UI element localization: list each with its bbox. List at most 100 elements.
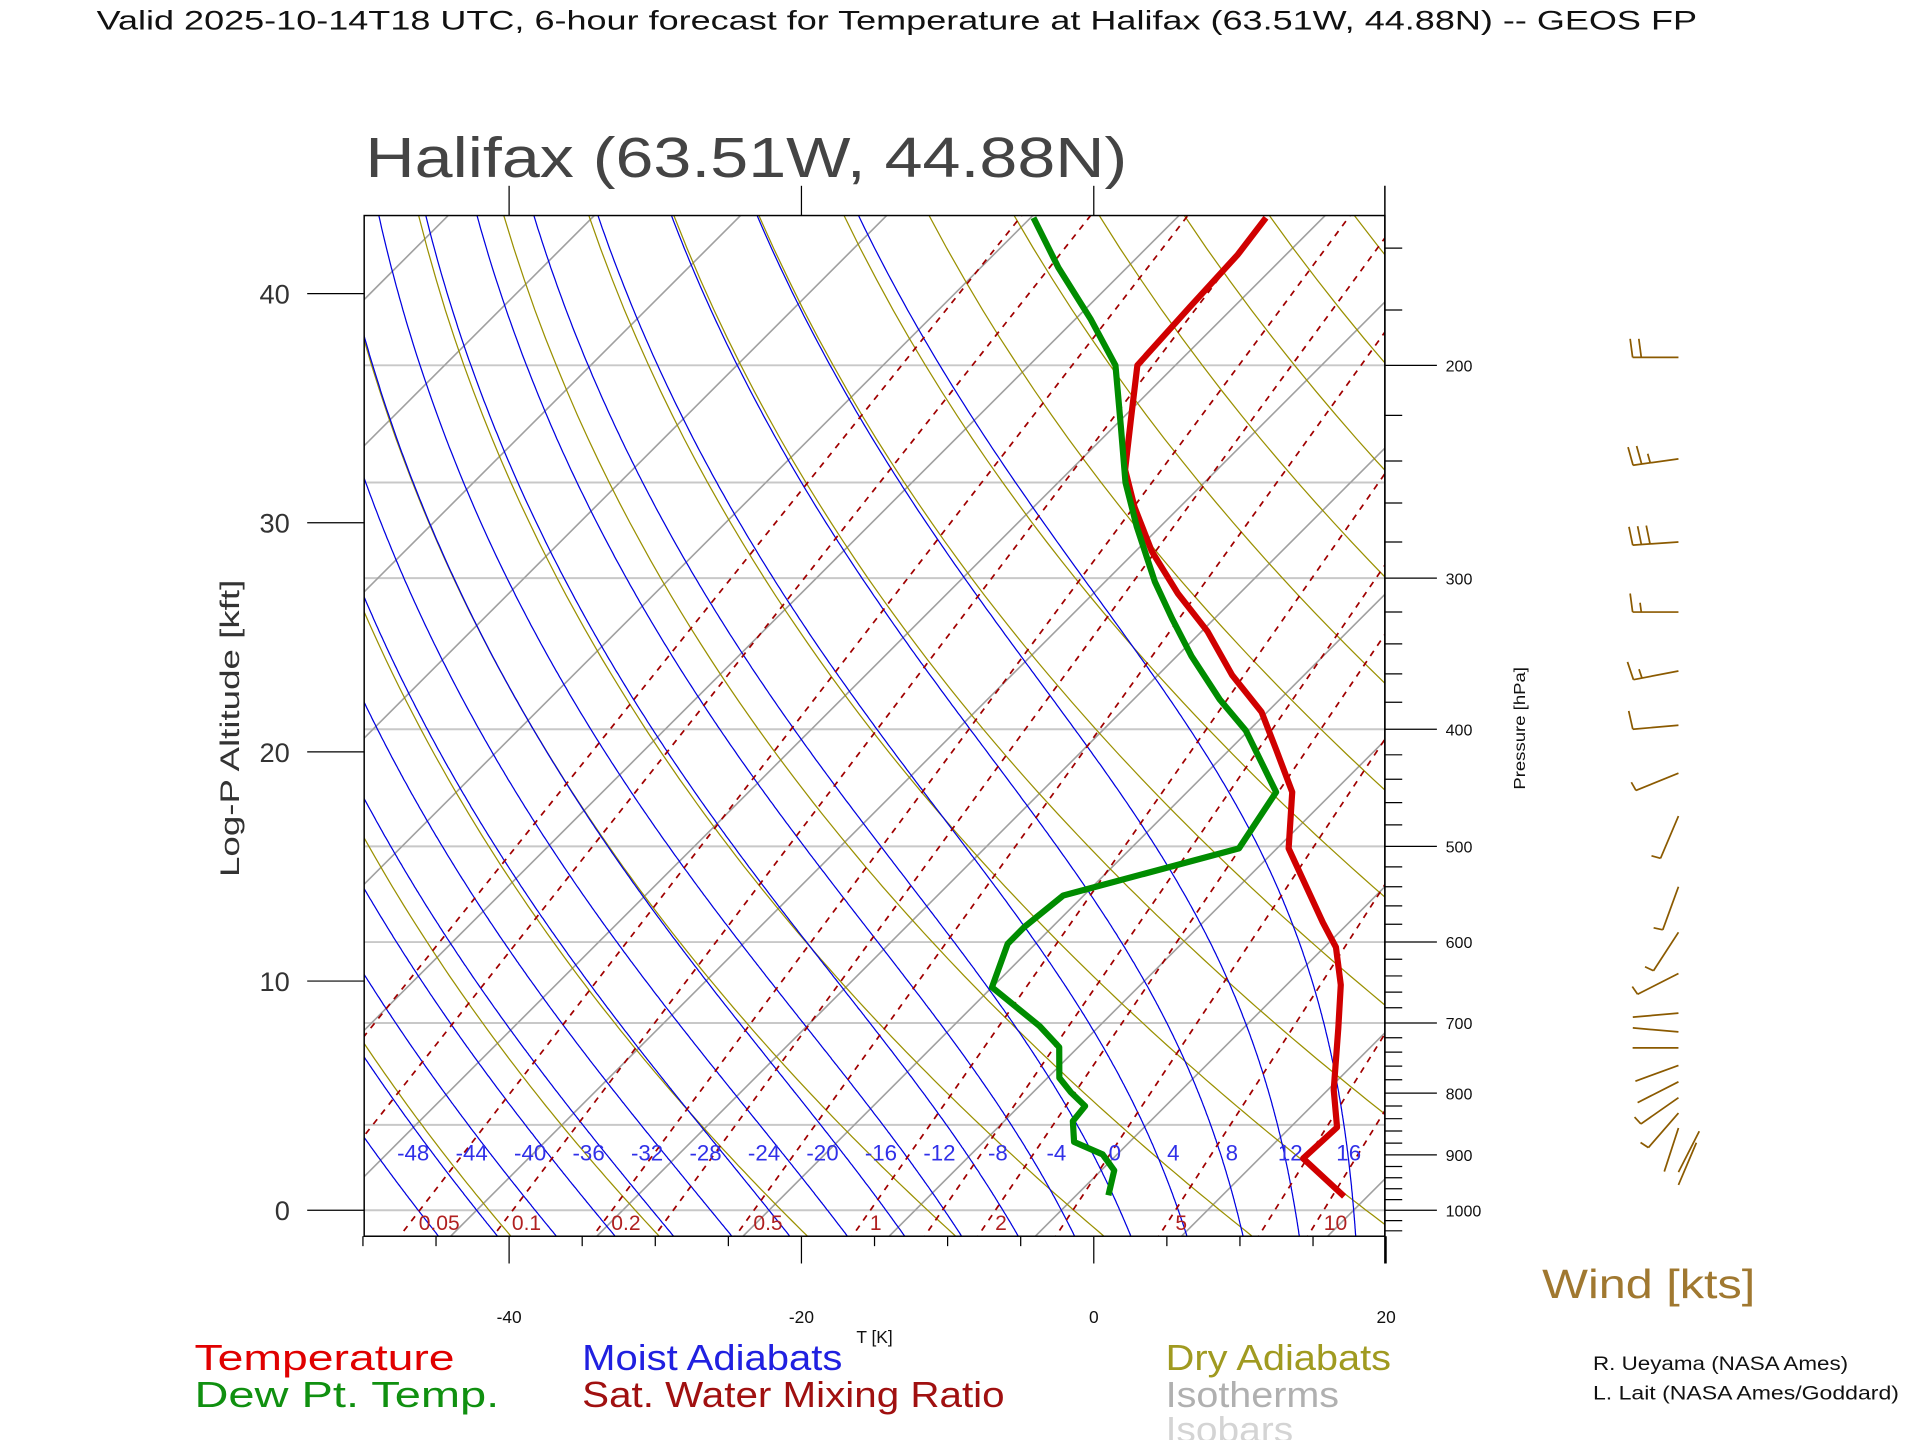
isotherm-line bbox=[364, 215, 1181, 1032]
wind-barb-flag bbox=[1626, 661, 1635, 680]
y-left-tick-label: 0 bbox=[275, 1195, 290, 1226]
wind-barb-staff bbox=[1661, 886, 1680, 931]
wind-barbs bbox=[1626, 338, 1701, 1186]
y-left-tick-label: 10 bbox=[260, 966, 290, 997]
y-axis-right-label: Pressure [hPa] bbox=[1511, 667, 1529, 790]
isotherm-line bbox=[364, 215, 1034, 886]
wind-barb-staff bbox=[1640, 1096, 1679, 1125]
moist-adiabat-label: -8 bbox=[988, 1141, 1008, 1166]
moist-adiabat-line bbox=[476, 215, 1076, 1237]
dry-adiabat-line bbox=[1827, 178, 1920, 1241]
wind-barb-flag bbox=[1629, 338, 1634, 358]
moist-adiabat-label: -4 bbox=[1046, 1141, 1066, 1166]
moist-adiabat-label: -28 bbox=[689, 1141, 721, 1166]
dry-adiabat-line bbox=[1098, 215, 1385, 578]
page-title: Valid 2025-10-14T18 UTC, 6-hour forecast… bbox=[97, 5, 1697, 36]
moist-adiabat-label: -24 bbox=[748, 1141, 780, 1166]
wind-barb bbox=[1640, 1112, 1680, 1149]
wind-barb-staff bbox=[1635, 1064, 1679, 1082]
wind-barb bbox=[1677, 1142, 1698, 1186]
moist-adiabat-label: 8 bbox=[1226, 1141, 1238, 1166]
mixing-ratio-line bbox=[1397, 178, 1920, 1241]
wind-barb-flag bbox=[1645, 525, 1651, 545]
chart-title: Halifax (63.51W, 44.88N) bbox=[365, 126, 1127, 190]
wind-barb-half-flag bbox=[1638, 668, 1643, 679]
wind-barb-flag bbox=[1628, 526, 1634, 546]
x-tick-label: -40 bbox=[497, 1307, 522, 1327]
moist-adiabat-line bbox=[425, 215, 1019, 1237]
moist-adiabat-line bbox=[670, 215, 1244, 1237]
mixing-ratio-line bbox=[1054, 737, 1385, 1237]
wind-barb bbox=[1628, 525, 1679, 547]
isotherm-line bbox=[364, 215, 596, 447]
dry-adiabat-line bbox=[588, 215, 1385, 1226]
wind-barb-staff bbox=[1677, 1130, 1701, 1173]
dry-adiabat-line bbox=[364, 836, 661, 1237]
moist-adiabat-line bbox=[364, 973, 558, 1237]
dry-adiabat-line bbox=[1013, 215, 1385, 685]
x-axis-label: T [K] bbox=[856, 1327, 892, 1347]
moist-adiabat-line bbox=[597, 215, 1188, 1237]
moist-adiabat-label: -16 bbox=[865, 1141, 897, 1166]
wind-barb-half-flag bbox=[1631, 986, 1639, 995]
moist-adiabat-line bbox=[857, 215, 1357, 1237]
mixing-ratio-line bbox=[398, 215, 1189, 1237]
moist-adiabat-label: -44 bbox=[456, 1141, 488, 1166]
in-plot-labels: -48 -44 -40 -36 -32 -28 -24 -20 -16 -12 -8 -4 0 4 8 12 1… bbox=[397, 1141, 1361, 1235]
wind-barb bbox=[1677, 1130, 1701, 1173]
isotherm-line bbox=[0, 178, 339, 1241]
moist-adiabat-label: -32 bbox=[631, 1141, 663, 1166]
mixing-ratio-label: 2 bbox=[995, 1212, 1007, 1235]
wind-barb-flag bbox=[1627, 446, 1634, 466]
moist-adiabat-line bbox=[533, 215, 1132, 1237]
x-tick-label: -20 bbox=[789, 1307, 814, 1327]
mixing-ratio-label: 1 bbox=[870, 1212, 882, 1235]
mixing-ratio-line bbox=[364, 215, 1023, 1038]
wind-barb bbox=[1633, 1096, 1679, 1125]
isotherm-line bbox=[741, 593, 1385, 1237]
wind-barb bbox=[1644, 931, 1680, 972]
mixing-ratio-line bbox=[491, 215, 1268, 1237]
moist-adiabat-line bbox=[364, 1055, 499, 1237]
moist-adiabat-label: 0 bbox=[1109, 1141, 1121, 1166]
wind-barb-flag bbox=[1637, 338, 1643, 358]
wind-barb-staff bbox=[1635, 772, 1679, 792]
moist-adiabat-line bbox=[756, 215, 1300, 1237]
dry-adiabat-line bbox=[1577, 178, 1920, 1241]
mixing-ratio-line bbox=[1465, 178, 1920, 1241]
mixing-ratio-line bbox=[976, 632, 1385, 1237]
wind-barb-half-flag bbox=[1630, 781, 1637, 791]
dry-adiabat-line bbox=[928, 215, 1385, 791]
moist-adiabat-line bbox=[364, 476, 849, 1237]
legend-dewpoint: Dew Pt. Temp. bbox=[194, 1374, 499, 1415]
moist-adiabat-label: 12 bbox=[1278, 1141, 1303, 1166]
wind-barb bbox=[1631, 972, 1679, 996]
dry-adiabat-line bbox=[1410, 178, 1920, 1241]
wind-barb-flag bbox=[1629, 593, 1634, 613]
dewpoint-line bbox=[988, 216, 1280, 1197]
pressure-label: 700 bbox=[1446, 1015, 1473, 1033]
wind-barb-staff bbox=[1652, 931, 1680, 972]
credit-ueyama: R. Ueyama (NASA Ames) bbox=[1593, 1353, 1848, 1375]
isotherm-line bbox=[364, 215, 888, 740]
mixing-ratio-label: 0.05 bbox=[419, 1212, 460, 1235]
mixing-ratio-label: 0.2 bbox=[611, 1212, 640, 1235]
mixing-ratio-line bbox=[851, 472, 1385, 1237]
mixing-ratio-label: 0.1 bbox=[512, 1212, 541, 1235]
x-tick-label: 20 bbox=[1376, 1307, 1395, 1327]
dry-adiabat-line bbox=[503, 215, 1254, 1237]
pressure-label: 500 bbox=[1446, 839, 1473, 857]
moist-adiabat-label: -20 bbox=[806, 1141, 838, 1166]
legend-wind: Wind [kts] bbox=[1542, 1261, 1755, 1307]
pressure-label: 900 bbox=[1446, 1147, 1473, 1165]
wind-barb bbox=[1632, 1027, 1679, 1033]
mixing-ratio-line bbox=[734, 330, 1385, 1237]
pressure-label: 1000 bbox=[1446, 1202, 1482, 1220]
dry-adiabat-line bbox=[1493, 178, 1920, 1241]
isotherm-line bbox=[1469, 178, 1920, 1241]
moist-adiabat-label: 4 bbox=[1167, 1141, 1179, 1166]
wind-barb bbox=[1626, 661, 1679, 681]
wind-barb bbox=[1630, 772, 1679, 792]
credit-lait: L. Lait (NASA Ames/Goddard) bbox=[1593, 1383, 1899, 1405]
x-tick-label: 0 bbox=[1089, 1307, 1099, 1327]
